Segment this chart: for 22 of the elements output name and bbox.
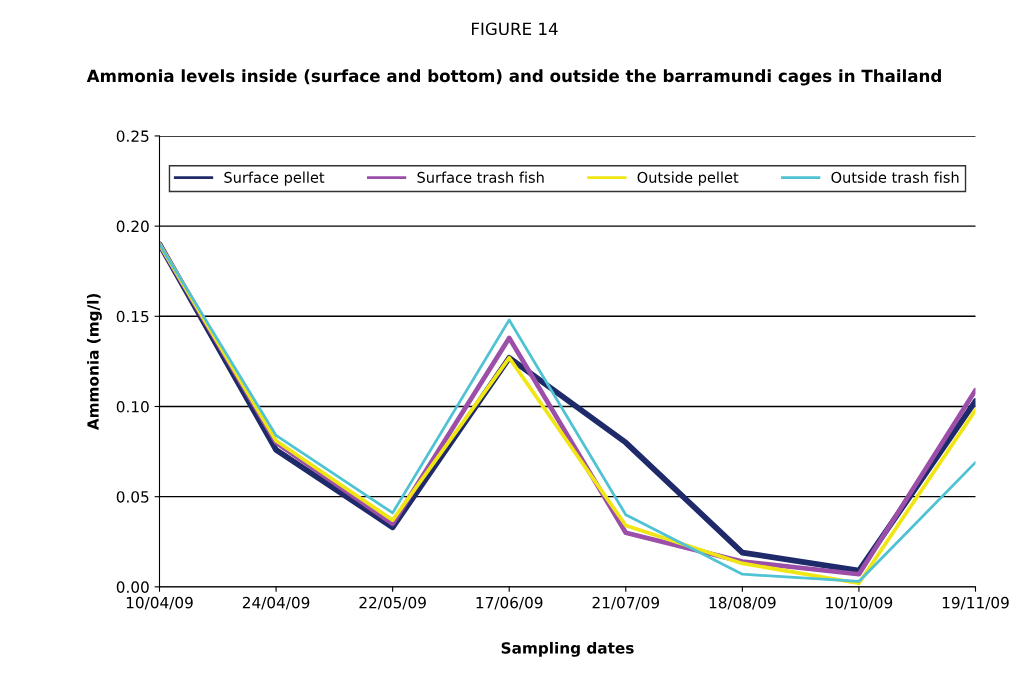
x-tick-label: 18/08/09: [709, 596, 776, 610]
x-tick-label: 10/10/09: [826, 596, 893, 610]
y-axis-title: Ammonia (mg/l): [86, 293, 102, 431]
legend-label: Outside trash fish: [831, 171, 959, 183]
y-tick-label: 0.25: [116, 130, 149, 142]
y-tick-label: 0.20: [116, 220, 149, 233]
x-tick-label: 19/11/09: [942, 596, 1009, 610]
x-tick-label: 24/04/09: [242, 596, 310, 610]
x-tick-label: 17/06/09: [476, 596, 543, 610]
y-tick-label: 0.10: [116, 400, 149, 413]
y-tick-label: 0.15: [116, 310, 149, 323]
x-axis-title: Sampling dates: [501, 641, 634, 657]
x-tick-label: 22/05/09: [359, 596, 426, 610]
chart-subtitle: Ammonia levels inside (surface and bottom) and outside the barramundi cages in Thailand: [86, 69, 941, 86]
legend-label: Outside pellet: [637, 171, 739, 186]
x-tick-label: 10/04/09: [126, 596, 193, 610]
chart-title: FIGURE 14: [472, 22, 558, 36]
legend-label: Surface pellet: [224, 171, 325, 186]
y-tick-label: 0.05: [116, 491, 149, 503]
y-tick-label: 0.00: [116, 581, 149, 593]
legend-label: Surface trash fish: [417, 171, 544, 183]
x-tick-label: 21/07/09: [592, 596, 660, 610]
